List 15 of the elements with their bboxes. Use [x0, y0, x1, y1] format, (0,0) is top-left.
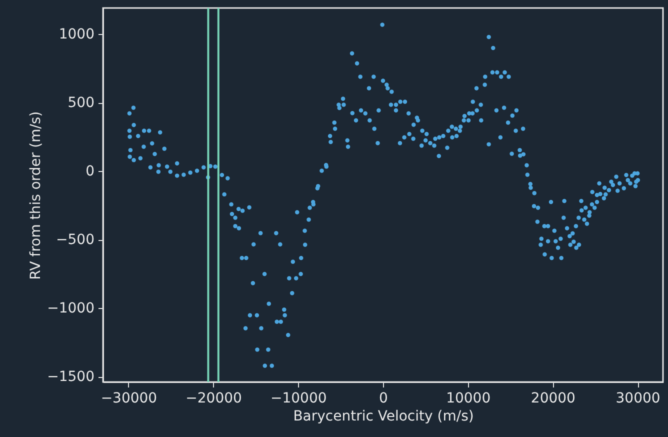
x-axis-title: Barycentric Velocity (m/s) — [293, 408, 474, 424]
x-tick-label: −10000 — [270, 390, 327, 406]
x-tick-label: 20000 — [530, 390, 576, 406]
x-tick-label: 10000 — [446, 390, 491, 406]
y-tick-label: 1000 — [58, 26, 94, 43]
x-tick-label: −30000 — [100, 390, 158, 406]
x-tick-label: −20000 — [186, 390, 242, 406]
y-tick-label: −1000 — [47, 300, 94, 317]
y-axis-title: RV from this order (m/s) — [28, 111, 44, 280]
x-tick-label: 0 — [379, 390, 388, 406]
y-tick-label: 500 — [68, 95, 94, 112]
y-tick-label: 0 — [86, 164, 94, 180]
y-tick-label: −500 — [56, 232, 94, 248]
x-tick-label: 30000 — [616, 390, 660, 406]
y-tick-label: −1500 — [47, 369, 94, 386]
